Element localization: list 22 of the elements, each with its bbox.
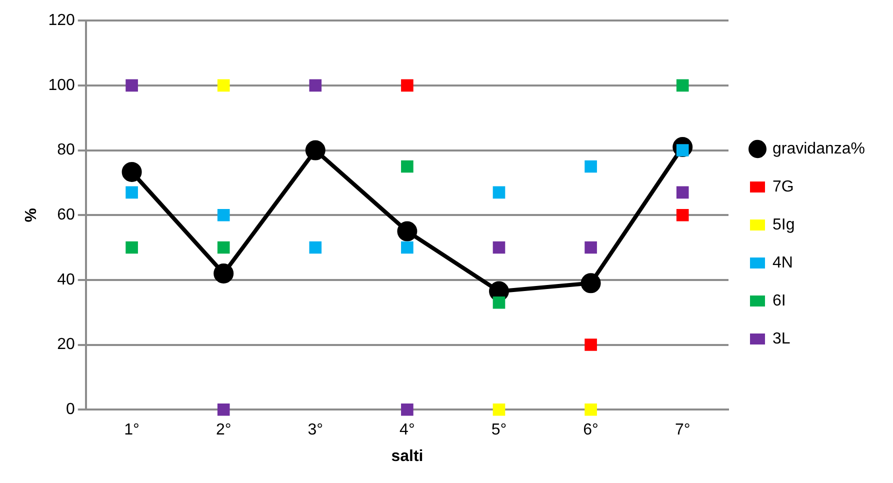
- x-tick-label: 5°: [491, 422, 507, 439]
- y-tick-label: 100: [48, 76, 75, 94]
- y-tick-label: 80: [57, 142, 75, 159]
- legend-label: 3L: [772, 330, 790, 348]
- x-tick-label: 6°: [583, 422, 598, 439]
- y-tick-label: 0: [66, 401, 75, 418]
- x-tick-label: 2°: [216, 422, 232, 439]
- x-tick-label: 4°: [400, 422, 415, 439]
- legend-label: 4N: [772, 254, 793, 272]
- x-tick-label: 7°: [674, 422, 690, 439]
- legend-label: gravidanza%: [772, 140, 865, 158]
- y-tick-label: 20: [57, 336, 75, 354]
- y-tick-label: 60: [57, 206, 75, 224]
- legend-label: 6I: [772, 292, 786, 310]
- legend-label: 5Ig: [772, 216, 795, 234]
- x-axis-title: salti: [391, 448, 424, 465]
- y-axis-title: %: [23, 208, 40, 222]
- x-tick-label: 1°: [124, 422, 140, 439]
- legend-label: 7G: [772, 178, 794, 196]
- y-tick-label: 40: [57, 271, 75, 288]
- x-tick-label: 3°: [308, 422, 324, 439]
- y-tick-label: 120: [48, 12, 75, 30]
